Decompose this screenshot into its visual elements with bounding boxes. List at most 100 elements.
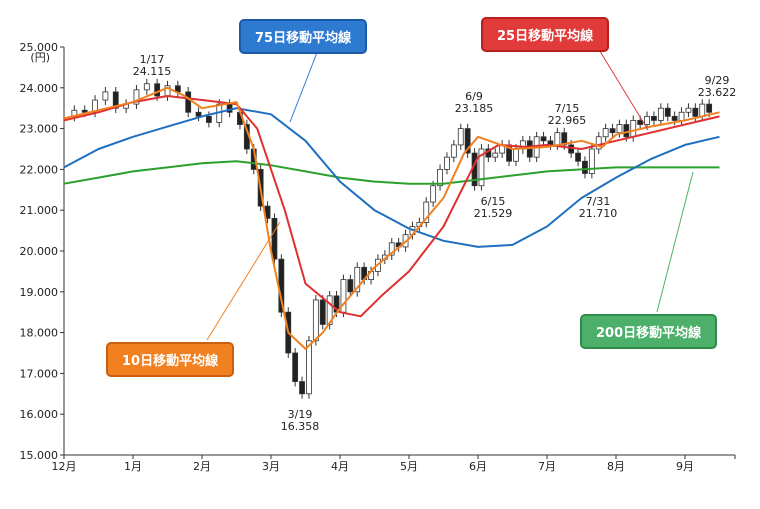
y-tick-label: 19.000 — [20, 286, 59, 299]
annotation-value: 21.529 — [474, 207, 513, 220]
y-tick-label: 23.000 — [20, 123, 59, 136]
candle-body — [568, 144, 575, 154]
candle-body — [554, 132, 561, 146]
axes: 15.000 16.000 17.000 18.000 19.000 20.000 21.0… — [20, 41, 736, 473]
x-tick-label: 4月 — [331, 460, 349, 473]
candle-body — [185, 91, 192, 113]
candle-body — [450, 144, 457, 158]
y-tick-label: 15.000 — [20, 449, 59, 462]
candle-body — [540, 136, 547, 142]
candle-body — [582, 160, 588, 174]
candle-body — [195, 111, 202, 117]
annotation-value: 23.185 — [455, 102, 494, 115]
candle-body — [423, 201, 430, 223]
annotation-date: 6/15 — [481, 195, 506, 208]
series-lines — [63, 86, 720, 350]
candle-body — [678, 111, 685, 121]
candle-body — [588, 148, 595, 174]
annotation-value: 16.358 — [281, 420, 320, 433]
y-tick-label: 18.000 — [20, 327, 59, 340]
annotation-value: 21.710 — [579, 207, 618, 220]
candle-body — [602, 128, 609, 138]
leader-25day — [597, 47, 649, 131]
candle-body — [630, 120, 637, 138]
legend-10day: 10日移動平均線 — [106, 342, 235, 377]
candle-body — [444, 156, 450, 170]
x-tick-label: 2月 — [193, 460, 211, 473]
candle-body — [430, 185, 437, 203]
x-tick-label: 12月 — [52, 460, 77, 473]
candle-body — [513, 148, 519, 162]
series-line-1 — [63, 95, 720, 318]
candle-body — [595, 136, 602, 150]
candle-body — [347, 279, 354, 293]
candle-body — [299, 381, 305, 395]
y-tick-label: 24.000 — [20, 82, 59, 95]
series-line-3 — [63, 160, 720, 185]
annotation-date: 7/31 — [586, 195, 611, 208]
legend-leaders — [206, 47, 694, 341]
series-line-0 — [63, 107, 720, 248]
candle-body — [706, 103, 713, 113]
y-tick-label: 25.000 — [20, 41, 59, 54]
candle-body — [457, 128, 464, 146]
candle-body — [437, 168, 443, 187]
candle-body — [623, 124, 630, 138]
candle-body — [671, 115, 678, 121]
candle-body — [102, 91, 109, 101]
annotation-value: 22.965 — [548, 114, 587, 127]
annotation-date: 3/19 — [288, 408, 313, 421]
annotation-value: 23.622 — [698, 86, 737, 99]
x-tick-label: 7月 — [538, 460, 556, 473]
series-line-2 — [63, 86, 720, 350]
y-tick-label: 22.000 — [20, 163, 59, 176]
candle-body — [699, 103, 706, 117]
x-tick-label: 6月 — [469, 460, 487, 473]
leader-200day — [656, 171, 694, 313]
legend-200day: 200日移動平均線 — [580, 314, 718, 349]
candle-body — [133, 89, 140, 105]
candle-body — [478, 148, 485, 187]
annotation-date: 7/15 — [555, 102, 580, 115]
candle-body — [464, 128, 471, 154]
candle-body — [651, 115, 657, 121]
x-tick-label: 9月 — [676, 460, 694, 473]
candle-body — [354, 266, 361, 293]
candle-body — [81, 109, 88, 113]
candle-body — [561, 132, 568, 146]
x-tick-label: 5月 — [400, 460, 418, 473]
leader-10day — [206, 221, 281, 341]
candle-body — [292, 352, 299, 382]
legend-75day: 75日移動平均線 — [239, 19, 368, 54]
candle-body — [319, 299, 326, 325]
annotation-date: 9/29 — [705, 74, 730, 87]
annotation-date: 1/17 — [140, 53, 165, 66]
y-tick-label: 16.000 — [20, 408, 59, 421]
candle-body — [692, 107, 699, 117]
x-tick-label: 3月 — [262, 460, 280, 473]
candle-body — [271, 217, 278, 260]
candle-body — [685, 107, 692, 113]
candle-body — [657, 107, 664, 121]
candle-body — [609, 128, 616, 134]
candle-body — [616, 124, 623, 134]
x-tick-label: 1月 — [124, 460, 142, 473]
y-tick-label: 20.000 — [20, 245, 59, 258]
y-tick-label: 17.000 — [20, 367, 59, 380]
leader-75day — [289, 49, 319, 123]
legend-25day: 25日移動平均線 — [481, 17, 610, 52]
candle-body — [154, 83, 161, 97]
candle-body — [644, 115, 650, 125]
y-tick-label: 21.000 — [20, 204, 59, 217]
annotation-date: 6/9 — [465, 90, 483, 103]
candle-body — [637, 120, 644, 125]
y-unit-label: (円) — [30, 51, 50, 64]
candle-body — [575, 152, 581, 162]
candle-body — [306, 340, 312, 395]
candle-body — [492, 152, 499, 158]
candle-body — [143, 83, 150, 91]
candle-body — [388, 242, 395, 256]
x-tick-label: 8月 — [607, 460, 625, 473]
